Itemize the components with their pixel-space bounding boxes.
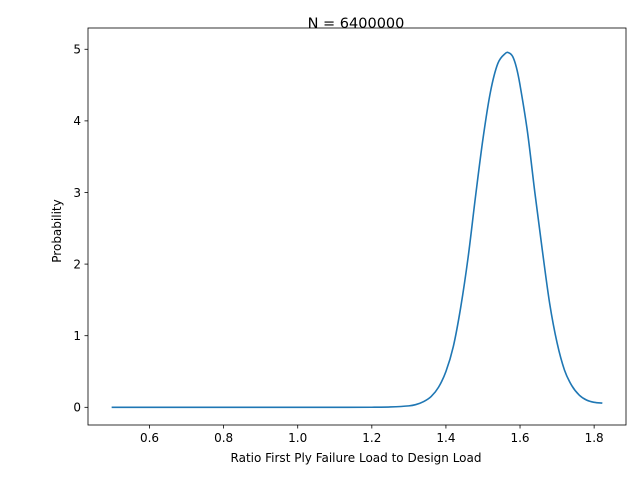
y-axis-ticks: 0 1 2 3 4 5: [73, 43, 88, 415]
y-tick-label: 3: [73, 186, 81, 200]
x-axis-ticks: 0.6 0.8 1.0 1.2 1.4 1.6 1.8: [140, 425, 604, 445]
x-axis-label: Ratio First Ply Failure Load to Design L…: [231, 451, 482, 465]
x-tick-label: 0.6: [140, 431, 159, 445]
axes-frame: [87, 27, 627, 426]
x-tick-label: 1.2: [362, 431, 381, 445]
x-tick-label: 0.8: [214, 431, 233, 445]
x-tick-label: 1.6: [510, 431, 529, 445]
y-tick-label: 1: [73, 329, 81, 343]
y-tick-label: 2: [73, 257, 81, 271]
x-tick-label: 1.4: [436, 431, 455, 445]
x-tick-label: 1.8: [585, 431, 604, 445]
y-tick-label: 5: [73, 43, 81, 57]
x-tick-label: 1.0: [288, 431, 307, 445]
y-tick-label: 4: [73, 114, 81, 128]
y-tick-label: 0: [73, 401, 81, 415]
series-line-0: [111, 51, 603, 409]
plot-area: [111, 51, 603, 409]
y-axis-label: Probability: [50, 199, 64, 262]
chart-title: N = 6400000: [308, 16, 405, 32]
